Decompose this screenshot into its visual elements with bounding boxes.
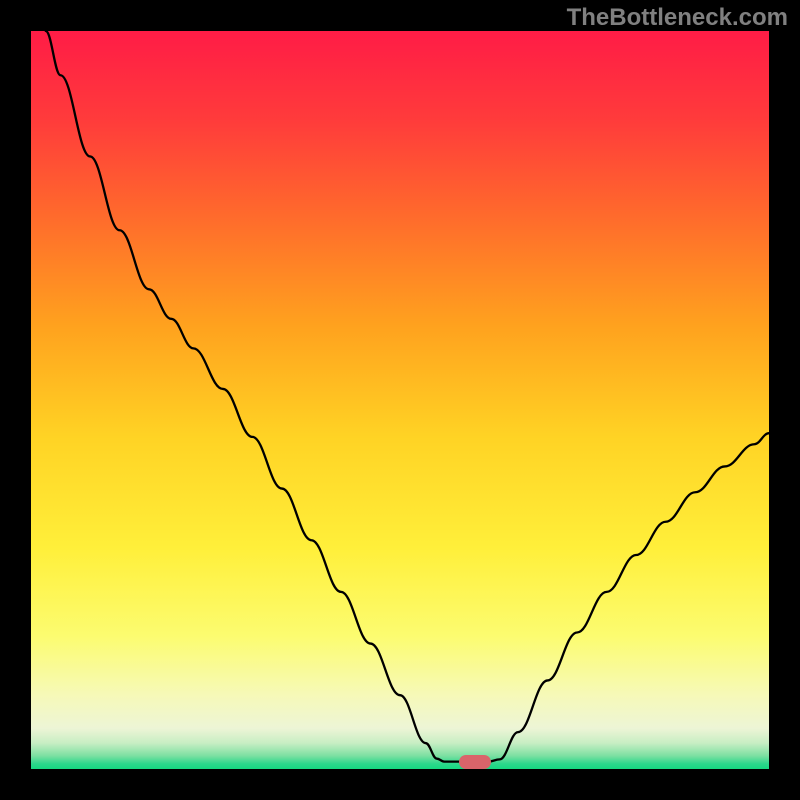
watermark-text: TheBottleneck.com [567, 4, 788, 32]
plot-area [31, 31, 769, 769]
gradient-bg [31, 31, 769, 769]
chart-stage: TheBottleneck.com [0, 0, 800, 800]
plot-svg [31, 31, 769, 769]
optimal-marker [459, 755, 491, 769]
optimal-marker-pill [459, 755, 491, 769]
